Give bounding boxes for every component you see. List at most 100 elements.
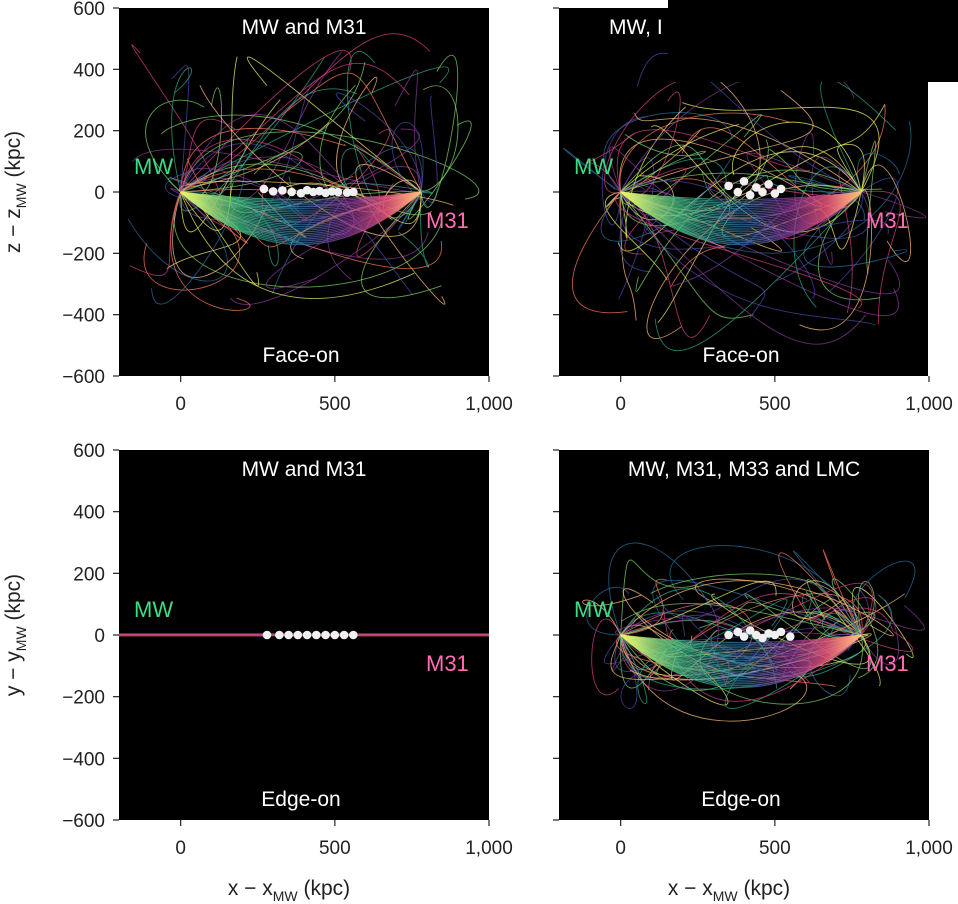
trajectory-line [620,191,862,235]
trajectory-line [585,132,636,193]
satellite-point [275,630,284,640]
satellite-point [733,187,743,197]
satellite-point [278,186,287,195]
y-tick-label: 400 [73,60,105,81]
trajectory-line [620,634,862,647]
occlusion-block [668,0,958,82]
mw-label: MW [134,154,173,179]
trajectory-line [171,67,192,193]
trajectory-line [394,69,422,193]
trajectory-line [620,634,862,685]
trajectory-line [180,62,366,193]
satellite-point [302,630,312,640]
trajectory-line [420,54,459,208]
trajectory-line [620,634,862,662]
trajectory-line [620,634,862,670]
trajectory-line [620,191,862,244]
trajectory-line [861,191,927,219]
trajectory-line [620,134,706,193]
satellite-point [268,187,278,196]
trajectory-line [803,191,908,268]
trajectory-line [361,191,442,299]
trajectory-line [180,191,422,244]
satellite-point [349,630,358,640]
view-label: Edge-on [261,788,340,811]
trajectory-line [620,191,862,204]
trajectory-line [180,131,480,200]
trajectory-line [180,191,422,206]
x-axis-label-unit: (kpc) [298,877,351,900]
m31-label: M31 [426,651,469,676]
y-tick-label: −200 [62,244,105,265]
trajectory-line [620,634,807,722]
x-tick-label: 1,000 [465,394,513,415]
view-label: Face-on [262,344,339,367]
trajectory-line [852,587,914,658]
trajectory-line [180,191,422,213]
trajectory-line [199,85,422,237]
trajectory-line [620,167,687,255]
trajectory-line [861,190,901,324]
trajectory-line [620,191,862,227]
x-tick-label: 1,000 [905,838,953,859]
trajectory-line [608,542,712,636]
trajectory-line [180,191,422,238]
panel-title: MW and M31 [242,458,367,481]
satellite-point [262,630,272,640]
x-tick-label: 500 [759,394,791,415]
trajectory-line [151,161,245,305]
trajectory-line [620,634,862,656]
panel-bottom-left: MW and M31 Edge-on MW M31 600 400 200 0 −200 −400… [2,441,513,904]
trajectory-line [604,191,668,281]
trajectory-line [391,122,429,208]
trajectory-line [620,634,862,667]
trajectory-line [616,129,811,193]
trajectory-line [620,634,862,687]
satellite-point [739,176,749,186]
trajectory-line [620,191,862,208]
trajectory-line [145,99,205,193]
trajectory-line [180,191,422,217]
trajectory-line [620,634,862,672]
satellite-point [785,632,795,641]
y-axis-label-sub: MW [13,626,29,652]
trajectory-line [620,634,862,678]
trajectory-line [620,191,862,217]
satellite-point [758,633,767,643]
trajectory-line [170,187,429,260]
trajectory-line [620,634,862,674]
trajectory-line [620,191,862,201]
trajectories [582,542,925,722]
trajectory-line [180,191,422,224]
panel-title: MW, I [609,16,663,39]
trajectory-line [620,634,862,676]
trajectory-line [246,56,422,193]
satellite-point [333,187,343,197]
satellite-point [287,187,296,197]
x-axis-label-unit: (kpc) [738,877,791,900]
trajectory-line [129,191,182,276]
trajectories [563,52,927,351]
panel-title: MW, M31, M33 and LMC [628,458,860,481]
trajectory-line [620,578,667,636]
trajectory-line [620,191,867,345]
trajectory-line [620,191,862,206]
trajectory-line [180,191,422,240]
satellite-point [327,187,337,196]
trajectory-line [839,604,925,636]
x-tick-label: 0 [615,838,626,859]
x-tick-label: 1,000 [465,838,513,859]
trajectory-line [620,191,862,246]
trajectory-line [180,191,422,235]
x-axis-label: x − xMW (kpc) [668,877,790,904]
trajectory-line [620,634,862,665]
trajectory-line [354,144,422,216]
trajectory-line [829,177,899,292]
y-axis-label-unit: (kpc) [2,131,25,184]
view-label: Edge-on [701,788,780,811]
trajectory-line [650,573,862,636]
y-tick-label: −400 [62,749,105,770]
trajectory-line [180,191,422,226]
trajectory-line [171,65,190,193]
